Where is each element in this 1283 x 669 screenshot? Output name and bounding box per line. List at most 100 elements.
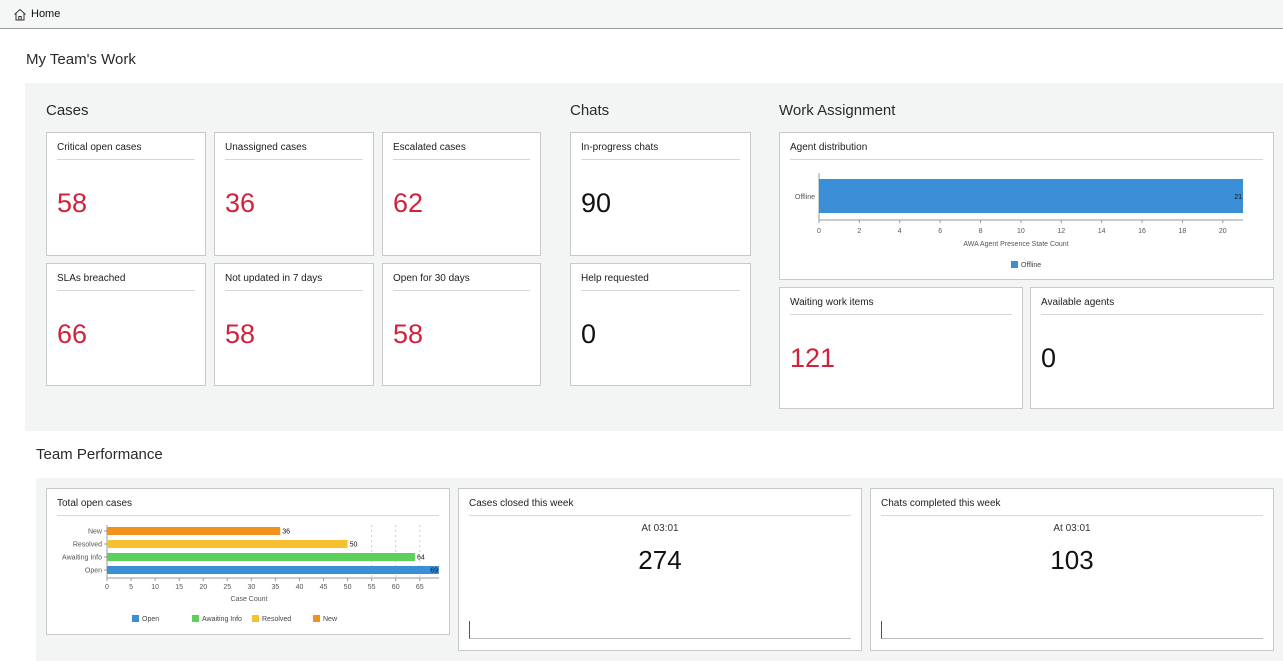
x-tick-label: 65 bbox=[416, 584, 424, 591]
x-tick-label: 14 bbox=[1098, 228, 1106, 235]
x-tick-label: 12 bbox=[1057, 228, 1065, 235]
open-30-days-card[interactable]: Open for 30 days 58 bbox=[382, 263, 541, 386]
slas-breached-card[interactable]: SLAs breached 66 bbox=[46, 263, 206, 386]
data-label: 50 bbox=[350, 542, 358, 549]
score-value: 274 bbox=[638, 545, 682, 575]
card-title: Waiting work items bbox=[790, 297, 874, 308]
card-divider bbox=[790, 159, 1263, 160]
chats-completed-week-card[interactable]: Chats completed this week At 03:01 103 bbox=[870, 488, 1274, 651]
x-tick-label: 10 bbox=[1017, 228, 1025, 235]
bar-new bbox=[107, 527, 281, 535]
unassigned-cases-card[interactable]: Unassigned cases 36 bbox=[214, 132, 374, 256]
card-title: Chats completed this week bbox=[881, 498, 1001, 509]
card-divider bbox=[1041, 314, 1263, 315]
legend-label: Awaiting Info bbox=[202, 616, 242, 623]
card-title: SLAs breached bbox=[57, 273, 126, 284]
agent-distribution-chart: 0 2 4 6 8 10 12 14 16 18 20 Offline 21 AWA Agent Pres… bbox=[795, 173, 1243, 269]
card-value: 0 bbox=[581, 319, 597, 349]
legend-label: Offline bbox=[1021, 262, 1041, 269]
in-progress-chats-card[interactable]: In-progress chats 90 bbox=[570, 132, 751, 256]
help-requested-card[interactable]: Help requested 0 bbox=[570, 263, 751, 386]
card-divider bbox=[881, 515, 1263, 516]
x-tick-label: 50 bbox=[344, 584, 352, 591]
card-title: Agent distribution bbox=[790, 142, 868, 153]
data-label: 21 bbox=[1234, 194, 1242, 201]
legend-swatch bbox=[1011, 261, 1018, 268]
x-tick-label: 60 bbox=[392, 584, 400, 591]
card-divider bbox=[225, 159, 363, 160]
x-tick-label: 40 bbox=[296, 584, 304, 591]
legend-swatch bbox=[192, 615, 199, 622]
card-value: 58 bbox=[57, 188, 88, 218]
legend-swatch bbox=[132, 615, 139, 622]
x-tick-label: 35 bbox=[272, 584, 280, 591]
card-title: Critical open cases bbox=[57, 142, 142, 153]
x-tick-label: 20 bbox=[1219, 228, 1227, 235]
waiting-work-items-card[interactable]: Waiting work items 121 bbox=[779, 287, 1023, 409]
x-tick-label: 45 bbox=[320, 584, 328, 591]
category-label: Resolved bbox=[73, 542, 102, 549]
x-tick-label: 0 bbox=[105, 584, 109, 591]
total-open-cases-card[interactable]: Total open cases 0 5 10 15 20 25 30 35 40 45 50 55 6… bbox=[46, 488, 450, 635]
card-divider bbox=[225, 290, 363, 291]
available-agents-card[interactable]: Available agents 0 bbox=[1030, 287, 1274, 409]
not-updated-7-days-card[interactable]: Not updated in 7 days 58 bbox=[214, 263, 374, 386]
card-title: Open for 30 days bbox=[393, 273, 470, 284]
card-divider bbox=[57, 515, 439, 516]
x-tick-label: 0 bbox=[817, 228, 821, 235]
x-tick-label: 10 bbox=[151, 584, 159, 591]
timestamp-label: At 03:01 bbox=[1053, 523, 1091, 534]
category-label: Open bbox=[85, 568, 102, 575]
card-divider bbox=[57, 159, 195, 160]
card-value: 36 bbox=[225, 188, 256, 218]
x-tick-label: 16 bbox=[1138, 228, 1146, 235]
x-tick-label: 30 bbox=[247, 584, 255, 591]
card-title: Not updated in 7 days bbox=[225, 273, 323, 284]
x-axis-title: AWA Agent Presence State Count bbox=[963, 241, 1068, 248]
card-value: 62 bbox=[393, 188, 424, 218]
top-bar: Home bbox=[0, 0, 1283, 29]
card-divider bbox=[790, 314, 1012, 315]
x-tick-label: 25 bbox=[223, 584, 231, 591]
card-value: 66 bbox=[57, 319, 88, 349]
legend-swatch bbox=[252, 615, 259, 622]
x-tick-label: 6 bbox=[938, 228, 942, 235]
card-divider bbox=[581, 159, 740, 160]
agent-distribution-card[interactable]: Agent distribution 0 2 4 6 8 10 12 14 16 18 20 Offl… bbox=[779, 132, 1274, 280]
cases-closed-week-card[interactable]: Cases closed this week At 03:01 274 bbox=[458, 488, 862, 651]
card-title: Available agents bbox=[1041, 297, 1115, 308]
card-divider bbox=[581, 290, 740, 291]
sparkline-axis bbox=[469, 621, 851, 639]
data-label: 64 bbox=[417, 555, 425, 562]
x-tick-label: 5 bbox=[129, 584, 133, 591]
card-value: 90 bbox=[581, 188, 612, 218]
x-tick-label: 4 bbox=[898, 228, 902, 235]
timestamp-label: At 03:01 bbox=[641, 523, 679, 534]
bar-awaiting-info bbox=[107, 553, 415, 561]
home-icon bbox=[13, 8, 27, 21]
bar-resolved bbox=[107, 540, 348, 548]
legend-swatch bbox=[313, 615, 320, 622]
card-title: In-progress chats bbox=[581, 142, 659, 153]
card-title: Cases closed this week bbox=[469, 498, 574, 509]
legend-label: Open bbox=[142, 616, 159, 623]
page-title: My Team's Work bbox=[26, 51, 136, 68]
card-divider bbox=[469, 515, 851, 516]
card-title: Escalated cases bbox=[393, 142, 466, 153]
card-value: 58 bbox=[225, 319, 256, 349]
x-tick-label: 15 bbox=[175, 584, 183, 591]
x-tick-label: 20 bbox=[199, 584, 207, 591]
card-divider bbox=[393, 290, 530, 291]
x-tick-label: 18 bbox=[1179, 228, 1187, 235]
x-tick-label: 55 bbox=[368, 584, 376, 591]
data-label: 36 bbox=[282, 529, 290, 536]
home-tab[interactable]: Home bbox=[13, 5, 60, 23]
escalated-cases-card[interactable]: Escalated cases 62 bbox=[382, 132, 541, 256]
critical-open-cases-card[interactable]: Critical open cases 58 bbox=[46, 132, 206, 256]
bar-offline bbox=[819, 179, 1243, 213]
x-tick-label: 2 bbox=[857, 228, 861, 235]
card-divider bbox=[57, 290, 195, 291]
bar-open bbox=[107, 566, 439, 574]
total-open-cases-chart: 0 5 10 15 20 25 30 35 40 45 50 55 60 65 New 36 Resolved 5… bbox=[62, 525, 439, 623]
score-value: 103 bbox=[1050, 545, 1094, 575]
